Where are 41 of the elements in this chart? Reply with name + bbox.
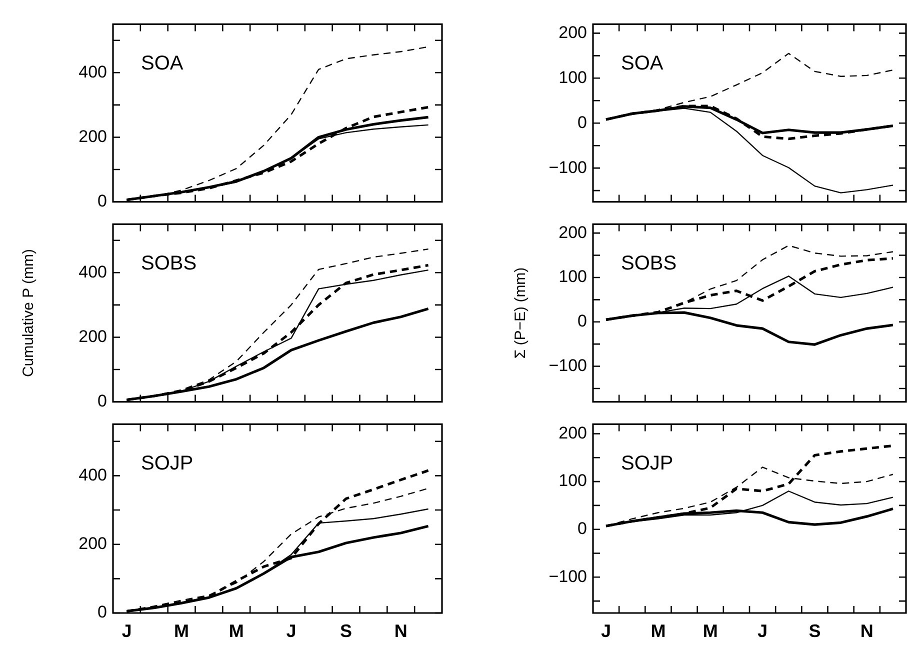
x-tick-label: J bbox=[286, 620, 296, 641]
x-tick-label: M bbox=[650, 620, 666, 641]
y-tick-label: 100 bbox=[558, 471, 587, 490]
y-tick-label: 0 bbox=[98, 191, 107, 210]
x-tick-label: N bbox=[860, 620, 874, 641]
y-tick-label: −100 bbox=[548, 566, 587, 586]
y-tick-label: 200 bbox=[558, 22, 587, 42]
x-tick-label: M bbox=[702, 620, 718, 641]
y-tick-label: 0 bbox=[98, 391, 107, 410]
x-tick-label: S bbox=[340, 620, 352, 641]
y-tick-label: 200 bbox=[558, 222, 587, 242]
x-tick-label: J bbox=[758, 620, 768, 641]
y-tick-label: 200 bbox=[78, 126, 107, 146]
y-tick-label: 200 bbox=[558, 423, 587, 442]
y-tick-label: 0 bbox=[578, 312, 587, 331]
y-tick-label: 400 bbox=[78, 465, 107, 484]
y-tick-label: 400 bbox=[78, 262, 107, 282]
annotation: SOBS bbox=[621, 252, 677, 275]
y-tick-label: 0 bbox=[578, 519, 587, 538]
y-tick-label: 400 bbox=[78, 62, 107, 82]
annotation: SOA bbox=[141, 52, 184, 75]
y-tick-label: 200 bbox=[78, 534, 107, 554]
y-axis-title: Σ (P−E) (mm) bbox=[512, 267, 530, 359]
y-tick-label: −100 bbox=[548, 158, 587, 177]
y-axis-title: Cumulative P (mm) bbox=[20, 248, 38, 378]
y-tick-label: 100 bbox=[558, 267, 587, 286]
x-tick-label: M bbox=[174, 620, 190, 641]
x-tick-label: J bbox=[601, 620, 612, 641]
x-tick-label: N bbox=[394, 620, 408, 641]
y-tick-label: 0 bbox=[98, 602, 107, 622]
y-tick-label: 200 bbox=[78, 326, 107, 346]
annotation: SOA bbox=[621, 52, 664, 75]
annotation: SOJP bbox=[621, 452, 674, 475]
annotation: SOJP bbox=[141, 452, 194, 475]
annotation: SOBS bbox=[141, 252, 197, 275]
y-tick-label: 0 bbox=[578, 112, 587, 132]
y-tick-label: 100 bbox=[558, 68, 587, 87]
x-tick-label: J bbox=[122, 620, 132, 641]
x-tick-label: S bbox=[808, 620, 821, 641]
x-tick-label: M bbox=[228, 620, 244, 641]
y-tick-label: −100 bbox=[548, 356, 587, 375]
